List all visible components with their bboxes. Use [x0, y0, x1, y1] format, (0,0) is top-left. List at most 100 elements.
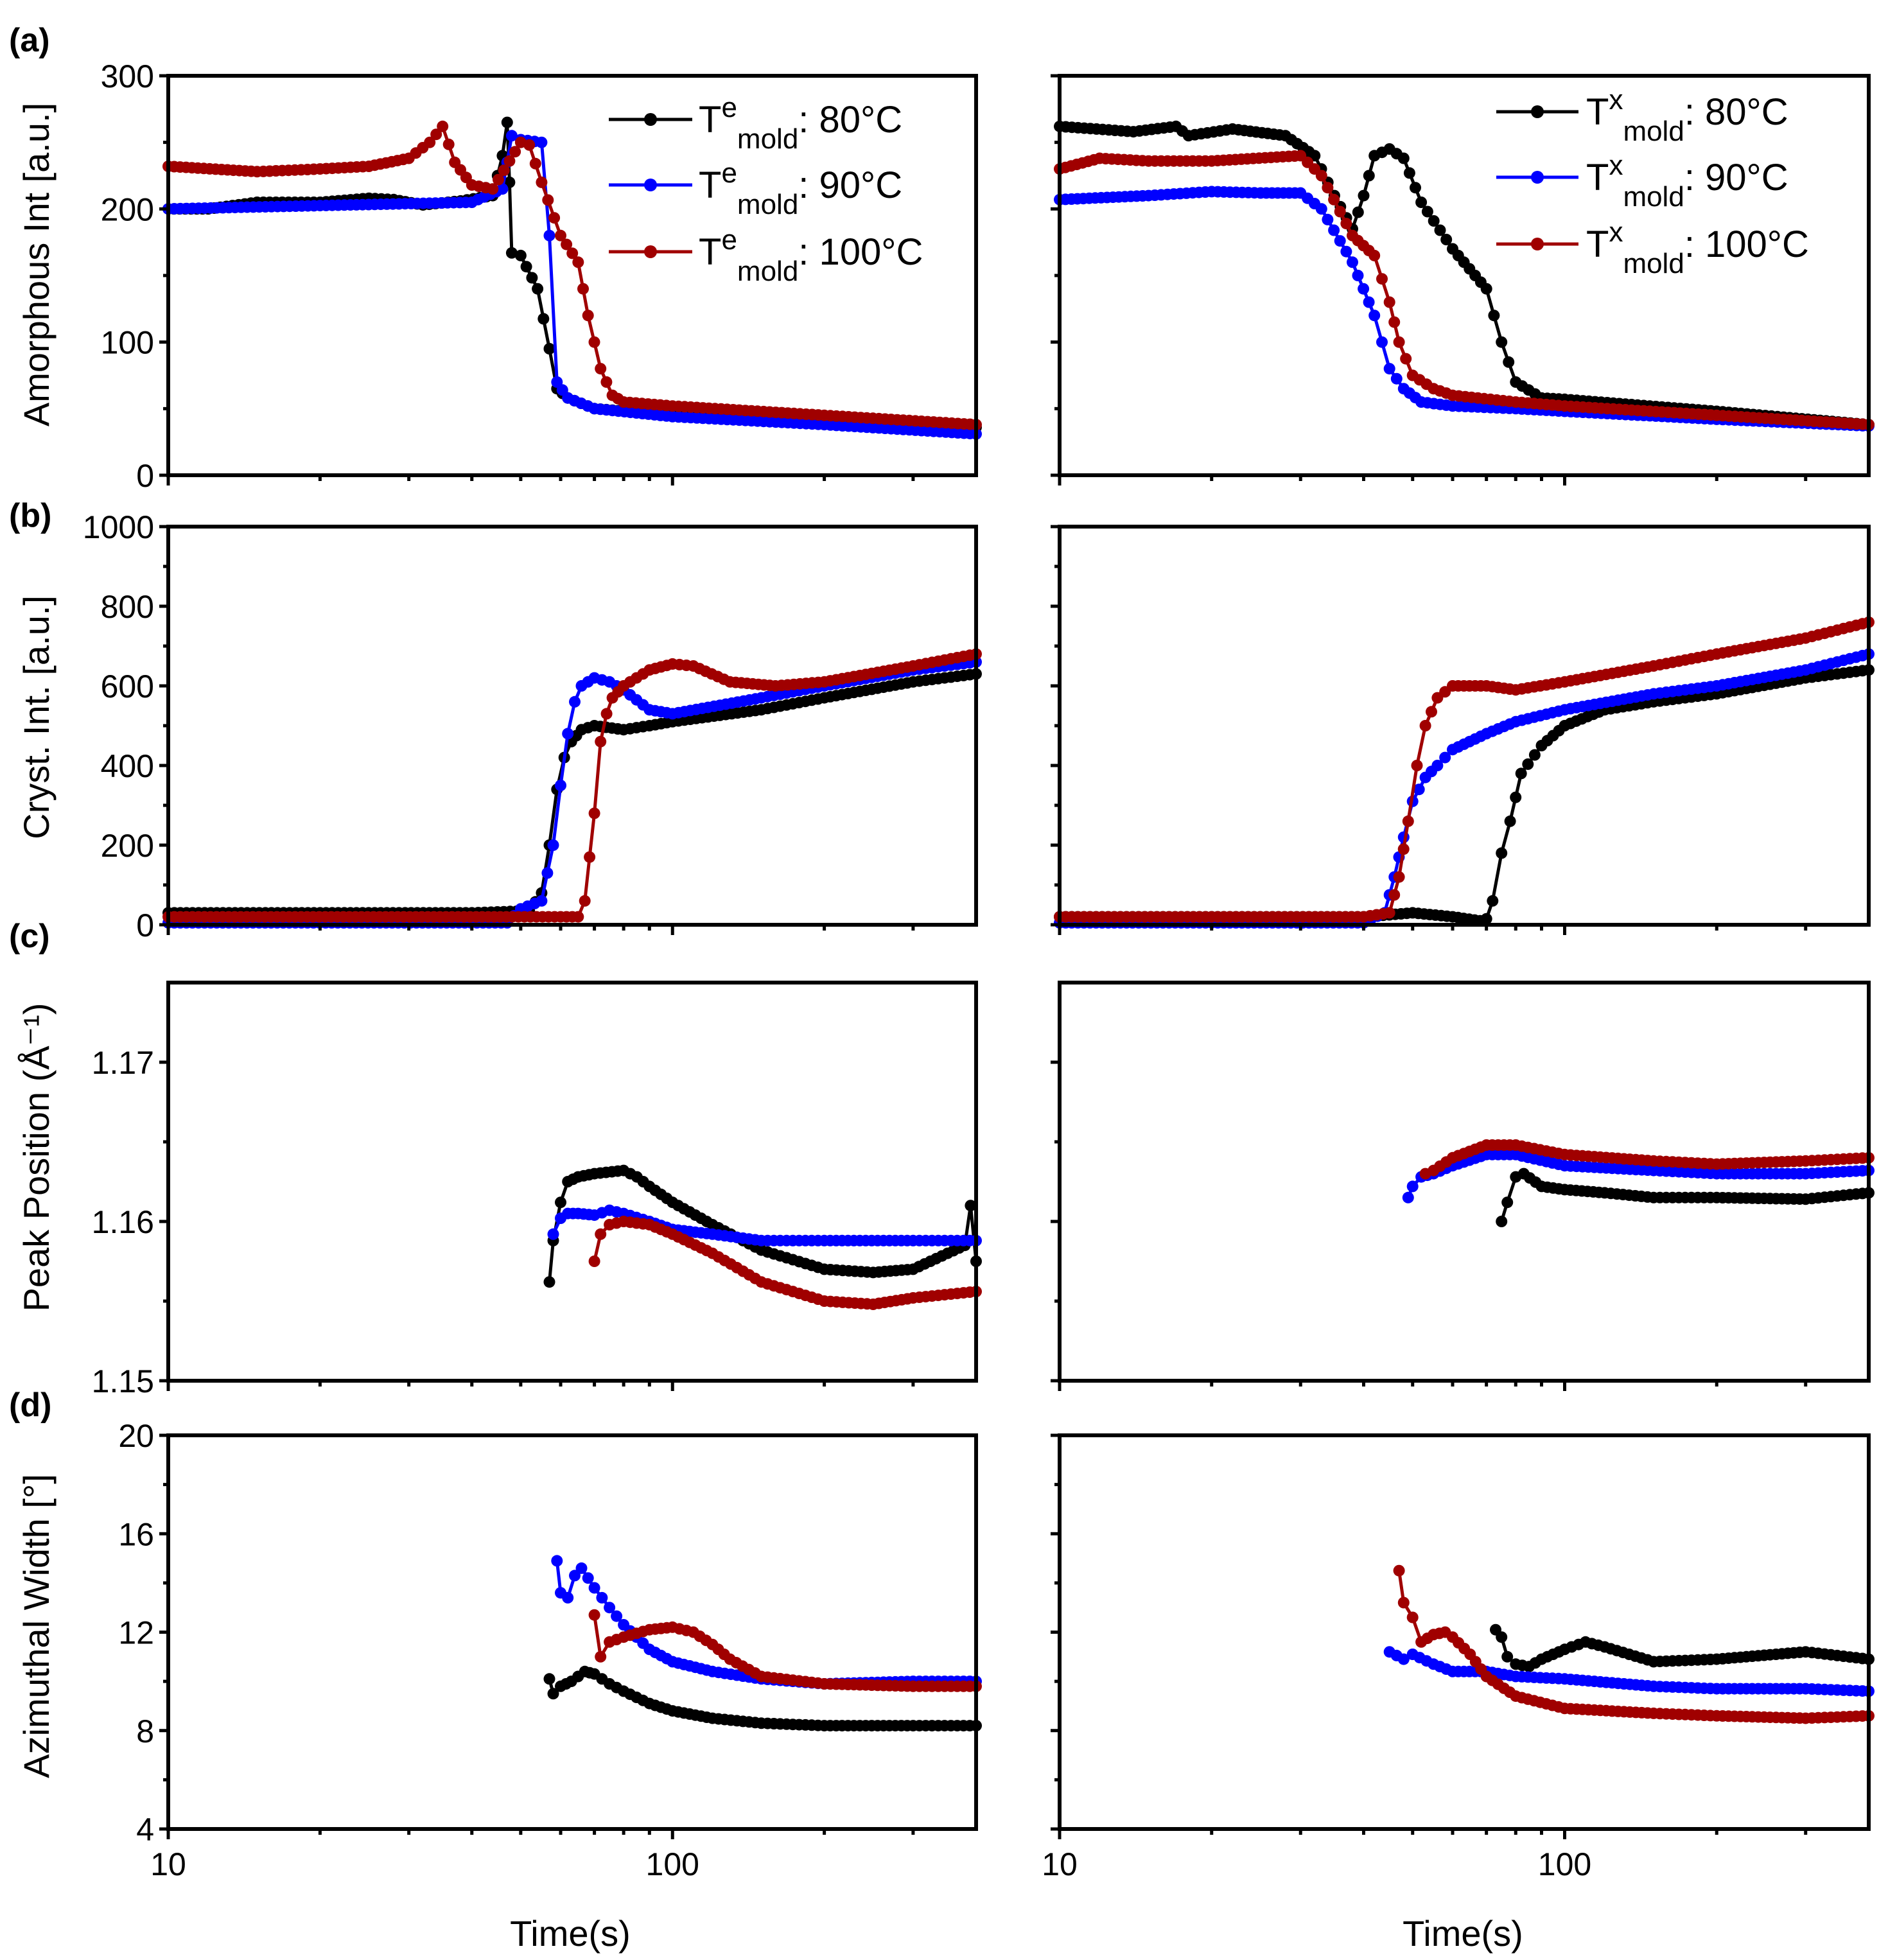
y-tick-label: 12 — [118, 1615, 154, 1651]
data-point — [1439, 751, 1451, 764]
legend-item-te-90: Temold: 90°C — [609, 157, 902, 220]
legend-label: Temold: 90°C — [699, 157, 902, 220]
data-point — [1488, 310, 1500, 322]
legend-label: Temold: 100°C — [699, 224, 923, 287]
xlabel-right: Time(s) — [1403, 1913, 1523, 1954]
legend-marker — [644, 245, 657, 258]
data-point — [1388, 316, 1401, 328]
data-point — [575, 1562, 588, 1574]
y-tick-label: 400 — [101, 748, 154, 784]
data-point — [1440, 234, 1453, 245]
series-black — [1496, 1168, 1875, 1227]
data-point — [536, 136, 548, 148]
data-point — [1504, 815, 1516, 827]
data-point — [572, 911, 584, 923]
data-point — [1328, 193, 1340, 206]
data-point — [1400, 353, 1412, 365]
data-point — [1406, 1611, 1419, 1623]
data-point — [1322, 213, 1334, 225]
data-point — [538, 313, 550, 325]
data-point — [1402, 1191, 1414, 1203]
data-point — [547, 839, 559, 851]
panels: 0 100 200 300 0 200 400 600 800 1000 1.15 1.16 1.17 4… — [83, 58, 1875, 1882]
legend-item-te-80: Temold: 80°C — [609, 92, 902, 155]
data-point — [541, 867, 554, 879]
data-point — [1315, 203, 1327, 215]
panel-label-b: (b) — [9, 497, 51, 534]
legend-marker — [1531, 105, 1544, 118]
ylabel-azimuthal-width: Azimuthal Width [°] — [16, 1474, 57, 1778]
data-point — [1434, 224, 1446, 236]
data-point — [569, 696, 581, 708]
data-point — [509, 146, 521, 158]
series-blue — [162, 130, 982, 440]
data-point — [1352, 270, 1364, 281]
data-point — [526, 272, 538, 284]
series-red — [162, 120, 982, 431]
data-point — [582, 1572, 594, 1584]
panel-c-left: 1.15 1.16 1.17 — [92, 981, 982, 1399]
data-point — [1397, 843, 1410, 855]
ylabel-peak-position: Peak Position (Å⁻¹) — [16, 1003, 57, 1312]
data-point — [1421, 206, 1433, 218]
plot-frame — [166, 1433, 978, 1831]
data-point — [577, 283, 589, 295]
data-point — [1393, 1564, 1405, 1577]
x-tick-label: 100 — [1538, 1846, 1591, 1882]
data-point — [600, 376, 613, 388]
series-red — [1419, 1139, 1875, 1180]
series-red — [162, 648, 982, 923]
data-point — [588, 1256, 600, 1267]
y-tick-label: 200 — [101, 828, 154, 864]
data-point — [600, 708, 613, 720]
legend-label: Txmold: 90°C — [1586, 150, 1788, 213]
data-point — [595, 1650, 607, 1663]
series-line — [1397, 1570, 1869, 1720]
data-point — [1431, 760, 1444, 771]
data-point — [1363, 170, 1375, 182]
data-point — [498, 164, 510, 177]
data-point — [1496, 336, 1508, 348]
panel-c-right — [1051, 981, 1875, 1391]
data-point — [505, 130, 518, 142]
series-red — [588, 1216, 982, 1310]
data-point — [543, 229, 555, 241]
data-point — [536, 895, 548, 907]
data-point — [1334, 235, 1346, 247]
data-point — [1383, 296, 1395, 308]
data-point — [1426, 706, 1437, 718]
data-point — [487, 183, 499, 195]
plot-frame — [1058, 525, 1871, 927]
data-point — [1352, 206, 1364, 218]
data-point — [529, 157, 541, 170]
data-point — [1428, 215, 1440, 227]
series-red — [588, 1609, 982, 1692]
data-point — [965, 1200, 977, 1212]
y-tick-label: 0 — [136, 458, 154, 494]
data-point — [1322, 182, 1334, 194]
plot-frame — [166, 525, 978, 927]
data-point — [437, 120, 449, 132]
data-point — [1358, 189, 1370, 202]
data-point — [1402, 815, 1414, 827]
data-point — [424, 136, 436, 148]
plot-frame — [1058, 1433, 1871, 1831]
data-point — [588, 807, 600, 819]
legend-marker — [644, 179, 657, 191]
panel-a-left: 0 100 200 300 — [101, 58, 982, 494]
y-tick-label: 1.15 — [92, 1363, 154, 1399]
x-tick-label: 100 — [646, 1846, 699, 1882]
data-point — [514, 249, 527, 261]
data-point — [430, 128, 442, 141]
data-point — [1496, 1631, 1508, 1643]
y-tick-label: 200 — [101, 191, 154, 227]
data-point — [1388, 889, 1401, 901]
data-point — [1515, 767, 1527, 780]
data-point — [1480, 913, 1492, 925]
legend-left: Temold: 80°C Temold: 90°C Temold: 100°C — [609, 92, 923, 287]
ylabel-amorphous: Amorphous Int [a.u.] — [16, 103, 57, 426]
y-tick-label: 0 — [136, 907, 154, 943]
x-tick-label: 10 — [150, 1846, 186, 1882]
data-point — [1522, 758, 1534, 770]
